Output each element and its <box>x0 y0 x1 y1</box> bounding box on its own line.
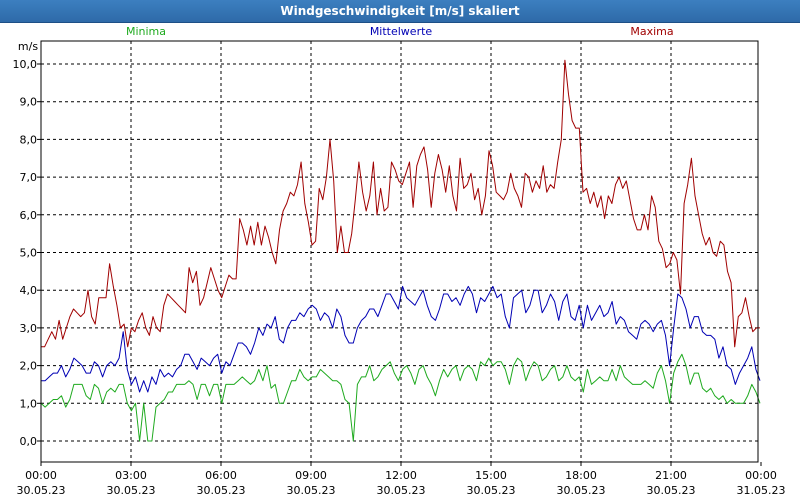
plot-area <box>41 41 758 462</box>
series-mittelwerte-line <box>41 285 761 393</box>
legend-maxima: Maxima <box>630 25 673 38</box>
y-tick-label: 1,0 <box>20 397 38 410</box>
x-tick-date: 30.05.23 <box>377 484 426 497</box>
y-tick-label: 6,0 <box>20 209 38 222</box>
x-tick-date: 30.05.23 <box>107 484 156 497</box>
y-tick-label: 2,0 <box>20 360 38 373</box>
legend-minima: Minima <box>126 25 166 38</box>
x-tick-date: 30.05.23 <box>467 484 516 497</box>
x-tick-time: 18:00 <box>565 469 597 482</box>
x-tick-date: 30.05.23 <box>557 484 606 497</box>
x-tick-time: 00:00 <box>25 469 57 482</box>
y-tick-label: 0,0 <box>20 435 38 448</box>
x-tick-date: 30.05.23 <box>287 484 336 497</box>
x-tick-date: 30.05.23 <box>17 484 66 497</box>
x-tick-time: 06:00 <box>205 469 237 482</box>
x-tick-date: 30.05.23 <box>197 484 246 497</box>
y-tick-label: 8,0 <box>20 133 38 146</box>
x-tick-time: 03:00 <box>115 469 147 482</box>
window-title: Windgeschwindigkeit [m/s] skaliert <box>0 0 800 23</box>
x-tick-time: 00:00 <box>745 469 777 482</box>
grid-lines <box>41 41 758 462</box>
x-tick-date: 30.05.23 <box>647 484 696 497</box>
legend-mittelwerte: Mittelwerte <box>370 25 433 38</box>
y-unit-label: m/s <box>18 40 38 53</box>
y-tick-label: 7,0 <box>20 171 38 184</box>
y-tick-label: 4,0 <box>20 284 38 297</box>
x-tick-date: 31.05.23 <box>737 484 786 497</box>
plot-frame <box>40 40 759 463</box>
y-axis: 0,0 1,0 2,0 3,0 4,0 5,0 6,0 7,0 8,0 9,0 10,0 <box>13 58 41 448</box>
x-axis: 00:00 30.05.23 03:00 30.05.23 06:00 30.05.23 0… <box>17 462 786 497</box>
series-maxima-line <box>41 59 760 348</box>
y-tick-label: 9,0 <box>20 96 38 109</box>
x-tick-time: 12:00 <box>385 469 417 482</box>
x-tick-time: 15:00 <box>475 469 507 482</box>
series-layer <box>40 59 761 442</box>
y-tick-label: 5,0 <box>20 247 38 260</box>
y-tick-label: 3,0 <box>20 322 38 335</box>
y-tick-label: 10,0 <box>13 58 38 71</box>
x-tick-time: 09:00 <box>295 469 327 482</box>
series-minima-line <box>40 353 761 442</box>
x-tick-time: 21:00 <box>655 469 687 482</box>
